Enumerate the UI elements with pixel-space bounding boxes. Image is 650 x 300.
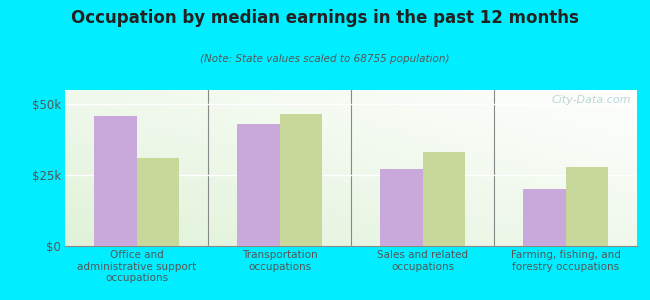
Bar [136,158,179,246]
Text: City-Data.com: City-Data.com [552,95,631,105]
Text: Occupation by median earnings in the past 12 months: Occupation by median earnings in the pas… [71,9,579,27]
Bar [94,116,136,246]
Text: (Note: State values scaled to 68755 population): (Note: State values scaled to 68755 popu… [200,54,450,64]
Bar [237,124,280,246]
Bar [523,189,566,246]
Bar [422,152,465,246]
Bar [280,114,322,246]
Bar [566,167,608,246]
Bar [380,169,422,246]
